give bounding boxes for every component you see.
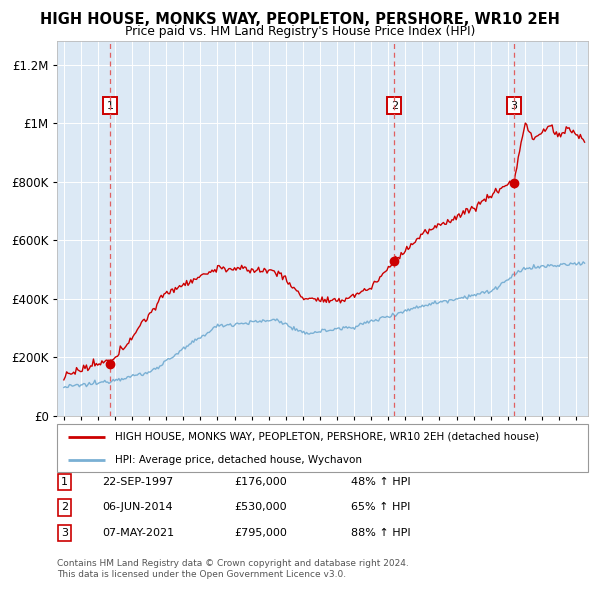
- Text: HIGH HOUSE, MONKS WAY, PEOPLETON, PERSHORE, WR10 2EH: HIGH HOUSE, MONKS WAY, PEOPLETON, PERSHO…: [40, 12, 560, 27]
- Text: Contains HM Land Registry data © Crown copyright and database right 2024.: Contains HM Land Registry data © Crown c…: [57, 559, 409, 568]
- Text: 2: 2: [391, 101, 398, 111]
- Text: 1: 1: [61, 477, 68, 487]
- Text: 48% ↑ HPI: 48% ↑ HPI: [351, 477, 410, 487]
- Text: 22-SEP-1997: 22-SEP-1997: [102, 477, 173, 487]
- Text: 07-MAY-2021: 07-MAY-2021: [102, 528, 174, 537]
- Text: 3: 3: [510, 101, 517, 111]
- Text: 06-JUN-2014: 06-JUN-2014: [102, 503, 173, 512]
- Text: HIGH HOUSE, MONKS WAY, PEOPLETON, PERSHORE, WR10 2EH (detached house): HIGH HOUSE, MONKS WAY, PEOPLETON, PERSHO…: [115, 432, 539, 442]
- Text: £530,000: £530,000: [234, 503, 287, 512]
- Text: 2: 2: [61, 503, 68, 512]
- Text: This data is licensed under the Open Government Licence v3.0.: This data is licensed under the Open Gov…: [57, 571, 346, 579]
- Text: £795,000: £795,000: [234, 528, 287, 537]
- Text: 3: 3: [61, 528, 68, 537]
- Text: HPI: Average price, detached house, Wychavon: HPI: Average price, detached house, Wych…: [115, 455, 362, 465]
- Text: 1: 1: [107, 101, 114, 111]
- Text: 88% ↑ HPI: 88% ↑ HPI: [351, 528, 410, 537]
- Text: £176,000: £176,000: [234, 477, 287, 487]
- Text: 65% ↑ HPI: 65% ↑ HPI: [351, 503, 410, 512]
- FancyBboxPatch shape: [57, 424, 588, 472]
- Text: Price paid vs. HM Land Registry's House Price Index (HPI): Price paid vs. HM Land Registry's House …: [125, 25, 475, 38]
